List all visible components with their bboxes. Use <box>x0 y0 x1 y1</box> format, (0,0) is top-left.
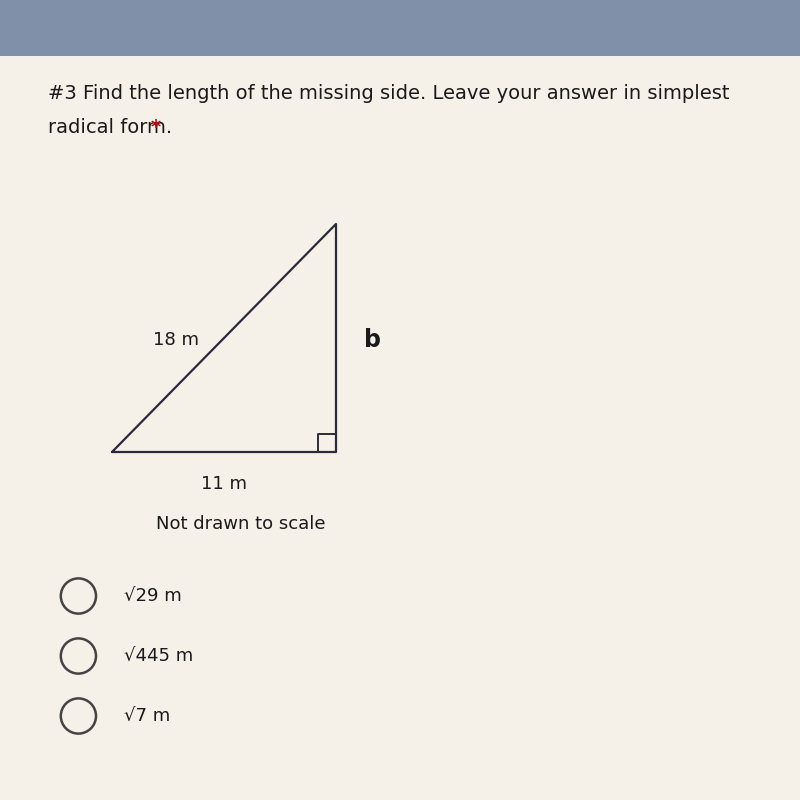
Text: *: * <box>150 118 161 138</box>
Bar <box>0 0 800 56</box>
Text: √445 m: √445 m <box>124 647 194 665</box>
Text: √7 m: √7 m <box>124 707 170 725</box>
Text: #3 Find the length of the missing side. Leave your answer in simplest: #3 Find the length of the missing side. … <box>48 84 730 103</box>
Text: b: b <box>364 328 381 352</box>
Text: radical form.: radical form. <box>48 118 172 138</box>
Text: √29 m: √29 m <box>124 587 182 605</box>
Text: 11 m: 11 m <box>201 475 247 493</box>
Text: 18 m: 18 m <box>153 331 199 349</box>
Text: Not drawn to scale: Not drawn to scale <box>156 515 326 533</box>
